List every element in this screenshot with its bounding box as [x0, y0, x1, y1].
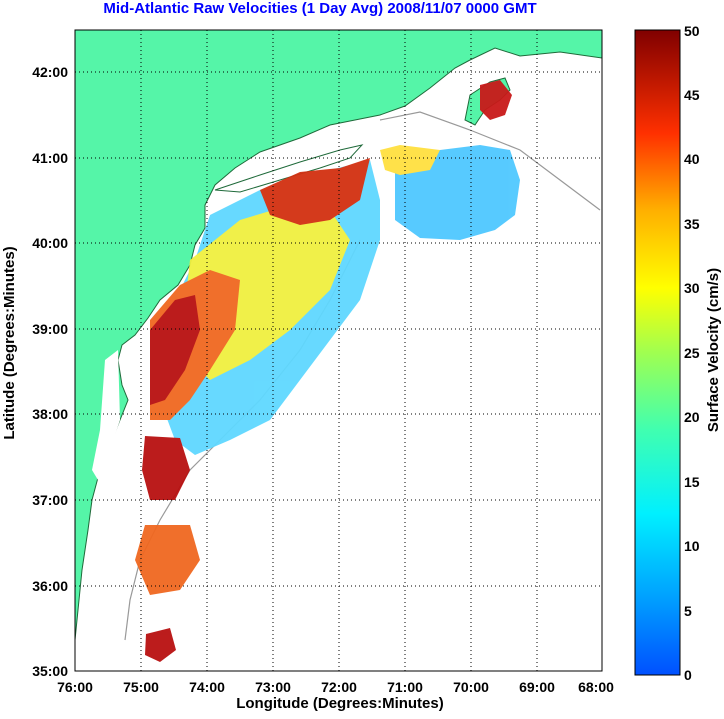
colorbar-tick: 25 [684, 345, 700, 361]
colorbar-tick: 0 [684, 667, 692, 683]
plot-frame [74, 29, 603, 672]
y-axis-ticks: 35:00 36:00 37:00 38:00 39:00 40:00 41:0… [32, 64, 68, 679]
x-tick: 70:00 [453, 679, 489, 695]
x-tick: 68:00 [578, 679, 614, 695]
colorbar-ticks: 0 5 10 15 20 25 30 35 40 45 50 [684, 23, 700, 683]
y-tick: 40:00 [32, 235, 68, 251]
colorbar-tick: 50 [684, 23, 700, 39]
x-tick: 76:00 [57, 679, 93, 695]
y-axis-label: Latitude (Degrees:Minutes) [1, 246, 18, 439]
x-tick: 71:00 [387, 679, 423, 695]
y-tick: 39:00 [32, 321, 68, 337]
colorbar-tick: 20 [684, 409, 700, 425]
long-island [214, 144, 364, 193]
x-axis-label: Longitude (Degrees:Minutes) [236, 695, 444, 712]
y-tick: 41:00 [32, 150, 68, 166]
x-tick: 73:00 [255, 679, 291, 695]
x-tick: 75:00 [123, 679, 159, 695]
y-tick: 35:00 [32, 663, 68, 679]
chesapeake-bay [92, 350, 120, 480]
colorbar-tick: 45 [684, 87, 700, 103]
y-tick: 37:00 [32, 492, 68, 508]
grid-lines [75, 30, 602, 671]
y-tick: 38:00 [32, 406, 68, 422]
colorbar-tick: 30 [684, 280, 700, 296]
x-tick: 69:00 [519, 679, 555, 695]
x-axis-ticks: 76:00 75:00 74:00 73:00 72:00 71:00 70:0… [57, 679, 614, 695]
colorbar-tick: 35 [684, 216, 700, 232]
x-tick: 72:00 [321, 679, 357, 695]
colorbar-tick: 40 [684, 151, 700, 167]
colorbar-tick: 15 [684, 474, 700, 490]
x-tick: 74:00 [189, 679, 225, 695]
colorbar-label: Surface Velocity (cm/s) [705, 268, 722, 432]
velocity-field [135, 80, 520, 662]
colorbar [634, 29, 681, 676]
colorbar-tick: 10 [684, 538, 700, 554]
map-title: Mid-Atlantic Raw Velocities (1 Day Avg) … [103, 0, 537, 17]
y-tick: 42:00 [32, 64, 68, 80]
colorbar-tick: 5 [684, 603, 692, 619]
y-tick: 36:00 [32, 578, 68, 594]
